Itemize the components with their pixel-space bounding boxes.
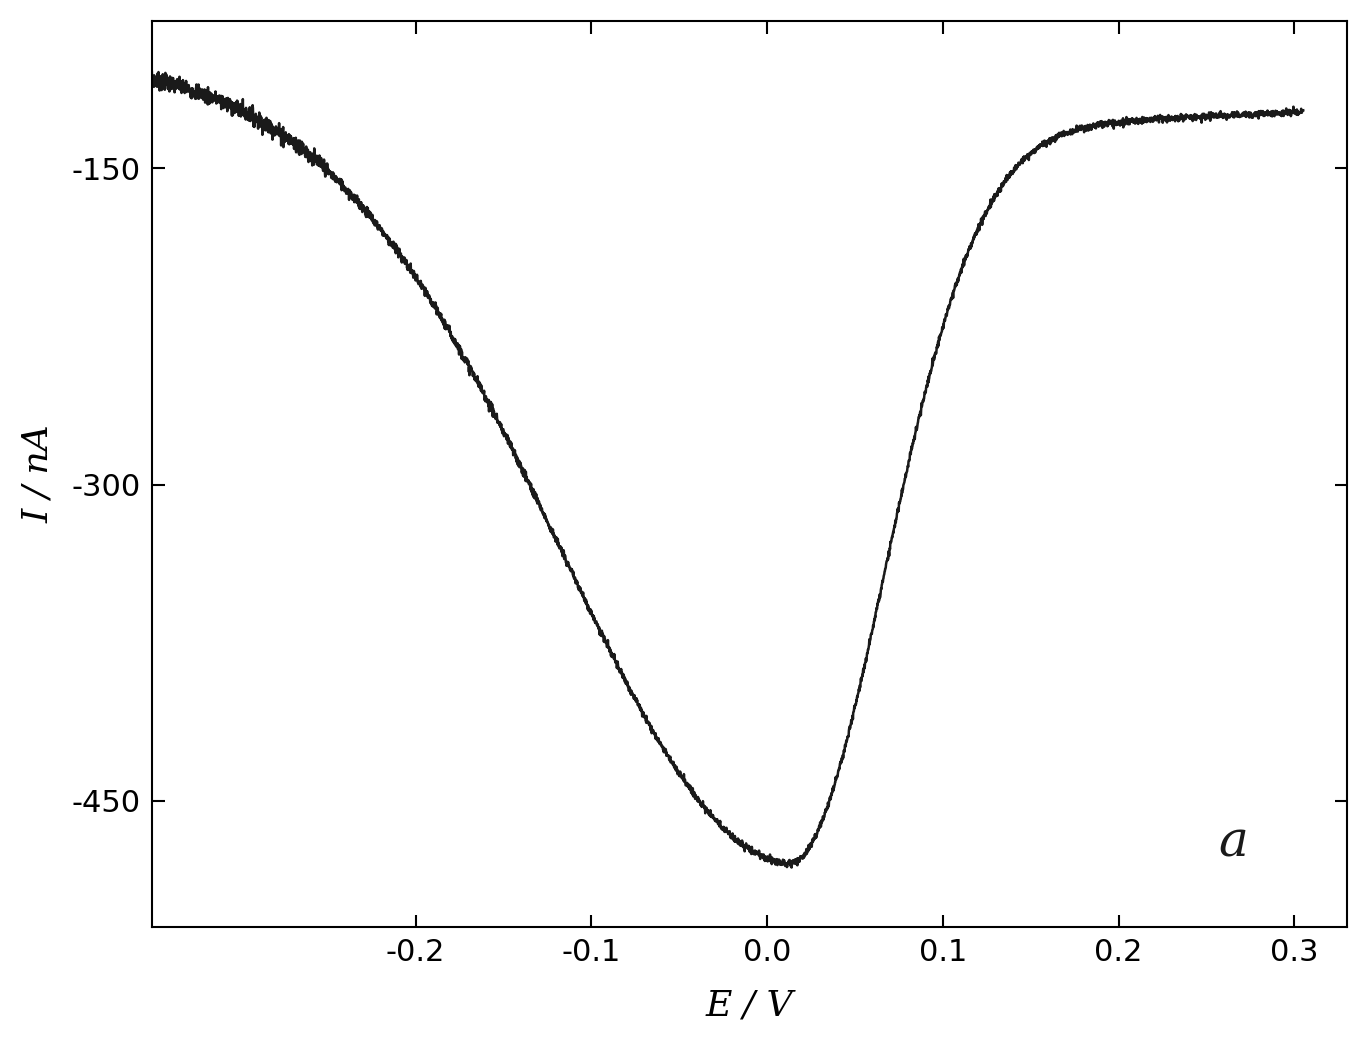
Text: a: a — [1218, 818, 1248, 868]
Y-axis label: I / nA: I / nA — [21, 425, 55, 524]
X-axis label: E / V: E / V — [706, 988, 793, 1022]
